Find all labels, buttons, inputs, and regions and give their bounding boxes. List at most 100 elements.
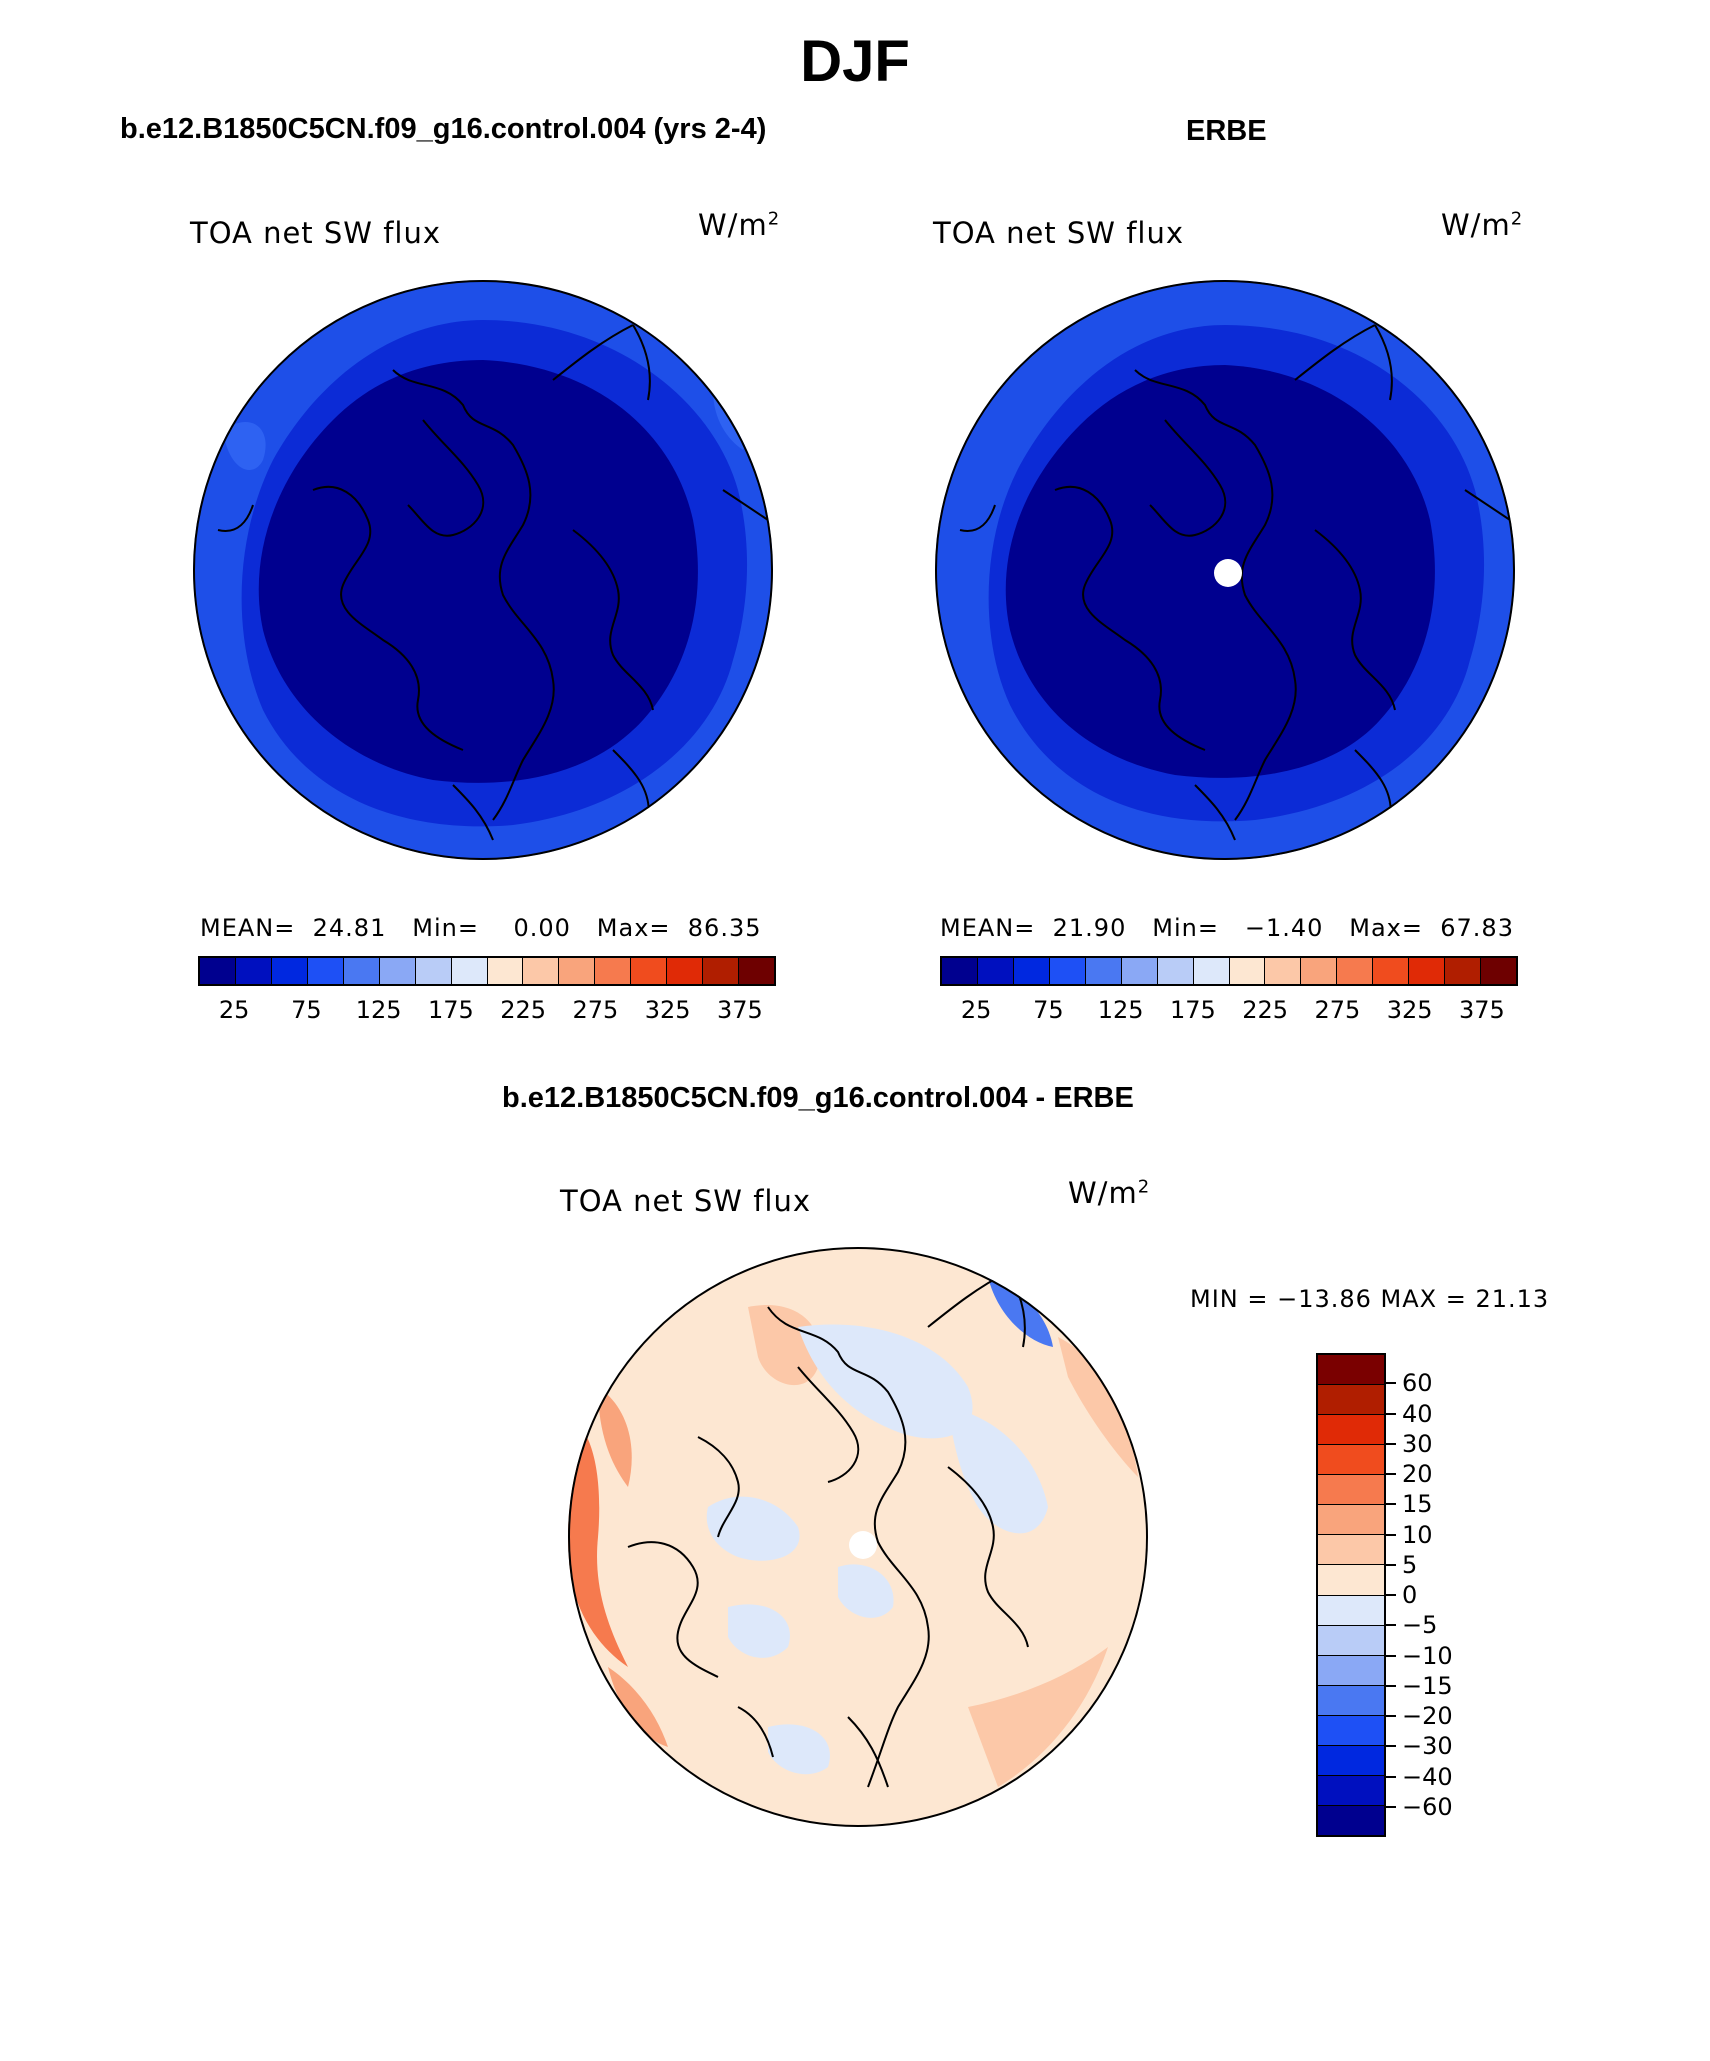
diff-colorbar	[1316, 1353, 1386, 1837]
colorbar-tick-label: 0	[1402, 1581, 1418, 1609]
colorbar-tick-label: 275	[1314, 996, 1361, 1024]
colorbar-tick-label: 10	[1402, 1520, 1433, 1549]
diff-case-title: b.e12.B1850C5CN.f09_g16.control.004 - ER…	[502, 1082, 1134, 1114]
colorbar-tick-label: 275	[572, 996, 619, 1024]
colorbar-cell	[1157, 958, 1194, 984]
panel-2-case-title: ERBE	[1186, 115, 1267, 147]
panel-1-units: W/m2	[698, 208, 781, 242]
colorbar-cell	[379, 958, 416, 984]
colorbar-cell	[1049, 958, 1086, 984]
colorbar-cell	[1409, 958, 1446, 984]
colorbar-cell	[1318, 1535, 1384, 1566]
colorbar-cell	[343, 958, 380, 984]
panel-2-polar-map	[935, 280, 1515, 860]
diff-units: W/m2	[1068, 1176, 1151, 1210]
colorbar-tick-label: 225	[1242, 996, 1289, 1024]
colorbar-tick-mark	[1386, 1533, 1396, 1536]
panel-2-stats: MEAN= 21.90 Min= −1.40 Max= 67.83	[940, 914, 1514, 942]
colorbar-tick-label: 375	[716, 996, 763, 1024]
colorbar-cell	[1318, 1775, 1384, 1806]
colorbar-tick-label: 125	[1097, 996, 1144, 1024]
colorbar-cell	[739, 958, 774, 984]
colorbar-tick-label: 60	[1402, 1369, 1433, 1398]
colorbar-cell	[1318, 1685, 1384, 1716]
colorbar-cell	[1318, 1715, 1384, 1746]
colorbar-cell	[1318, 1445, 1384, 1476]
colorbar-cell	[1318, 1475, 1384, 1506]
colorbar-cell	[1085, 958, 1122, 984]
colorbar-cell	[523, 958, 560, 984]
colorbar-tick-label: 375	[1458, 996, 1505, 1024]
colorbar-tick-mark	[1386, 1745, 1396, 1748]
colorbar-tick-mark	[1386, 1715, 1396, 1717]
colorbar-cell	[1229, 958, 1266, 984]
diff-minmax: MIN = −13.86 MAX = 21.13	[1190, 1285, 1550, 1313]
colorbar-cell	[1301, 958, 1338, 984]
diff-polar-map	[568, 1247, 1148, 1827]
colorbar-cell	[1318, 1565, 1384, 1596]
colorbar-tick-label: 25	[218, 996, 250, 1024]
colorbar-cell	[1481, 958, 1516, 984]
colorbar-tick-label: 175	[427, 996, 474, 1024]
colorbar-tick-label: 20	[1402, 1460, 1433, 1488]
colorbar-cell	[667, 958, 704, 984]
colorbar-tick-mark	[1386, 1563, 1396, 1566]
colorbar-cell	[977, 958, 1014, 984]
colorbar-tick-label: −15	[1402, 1671, 1453, 1700]
colorbar-tick-label: 30	[1402, 1429, 1433, 1458]
colorbar-cell	[415, 958, 452, 984]
colorbar-tick-label: 325	[644, 996, 691, 1024]
colorbar-tick-label: 75	[291, 996, 322, 1024]
colorbar-cell	[1121, 958, 1158, 984]
colorbar-cell	[487, 958, 524, 984]
colorbar-cell	[1318, 1355, 1384, 1386]
panel-1-case-title: b.e12.B1850C5CN.f09_g16.control.004 (yrs…	[120, 113, 767, 145]
colorbar-cell	[942, 958, 978, 984]
colorbar-tick-mark	[1386, 1654, 1396, 1657]
colorbar-tick-mark	[1386, 1684, 1396, 1687]
panel-2-variable: TOA net SW flux	[933, 216, 1185, 250]
colorbar-tick-label: −30	[1402, 1732, 1453, 1761]
panel-2-units: W/m2	[1441, 208, 1524, 242]
panel-1-colorbar	[198, 956, 776, 986]
colorbar-cell	[1445, 958, 1482, 984]
colorbar-cell	[703, 958, 740, 984]
panel-2-missing-data-hole	[1214, 559, 1242, 587]
colorbar-tick-label: −5	[1402, 1611, 1438, 1640]
colorbar-tick-mark	[1386, 1503, 1396, 1506]
panel-2-colorbar	[940, 956, 1518, 986]
colorbar-cell	[271, 958, 308, 984]
colorbar-tick-mark	[1386, 1805, 1396, 1808]
colorbar-tick-label: 40	[1402, 1399, 1433, 1428]
colorbar-tick-mark	[1386, 1442, 1396, 1445]
colorbar-cell	[559, 958, 596, 984]
colorbar-tick-label: 15	[1402, 1490, 1433, 1519]
colorbar-tick-label: 25	[960, 996, 992, 1024]
colorbar-cell	[235, 958, 272, 984]
colorbar-tick-label: 225	[500, 996, 547, 1024]
diff-coastlines	[627, 1271, 1029, 1788]
colorbar-tick-mark	[1386, 1412, 1396, 1415]
colorbar-tick-label: 175	[1169, 996, 1216, 1024]
colorbar-cell	[631, 958, 668, 984]
panel-2-coastlines	[959, 324, 1511, 841]
colorbar-tick-label: −10	[1402, 1641, 1453, 1670]
colorbar-cell	[595, 958, 632, 984]
panel-1-polar-map	[193, 280, 773, 860]
colorbar-tick-label: 325	[1386, 996, 1433, 1024]
colorbar-cell	[1318, 1415, 1384, 1446]
main-title: DJF	[800, 29, 910, 94]
colorbar-tick-mark	[1386, 1624, 1396, 1627]
colorbar-tick-label: 5	[1402, 1550, 1418, 1579]
panel-1-stats: MEAN= 24.81 Min= 0.00 Max= 86.35	[200, 914, 762, 942]
colorbar-cell	[1318, 1805, 1384, 1835]
colorbar-tick-label: −60	[1402, 1792, 1453, 1821]
colorbar-cell	[1318, 1505, 1384, 1536]
colorbar-cell	[1318, 1745, 1384, 1776]
colorbar-cell	[1013, 958, 1050, 984]
colorbar-tick-label: 75	[1033, 996, 1064, 1024]
colorbar-cell	[1318, 1625, 1384, 1656]
diff-missing-data-hole	[849, 1531, 877, 1559]
colorbar-tick-label: −40	[1402, 1762, 1453, 1791]
colorbar-cell	[1318, 1595, 1384, 1626]
